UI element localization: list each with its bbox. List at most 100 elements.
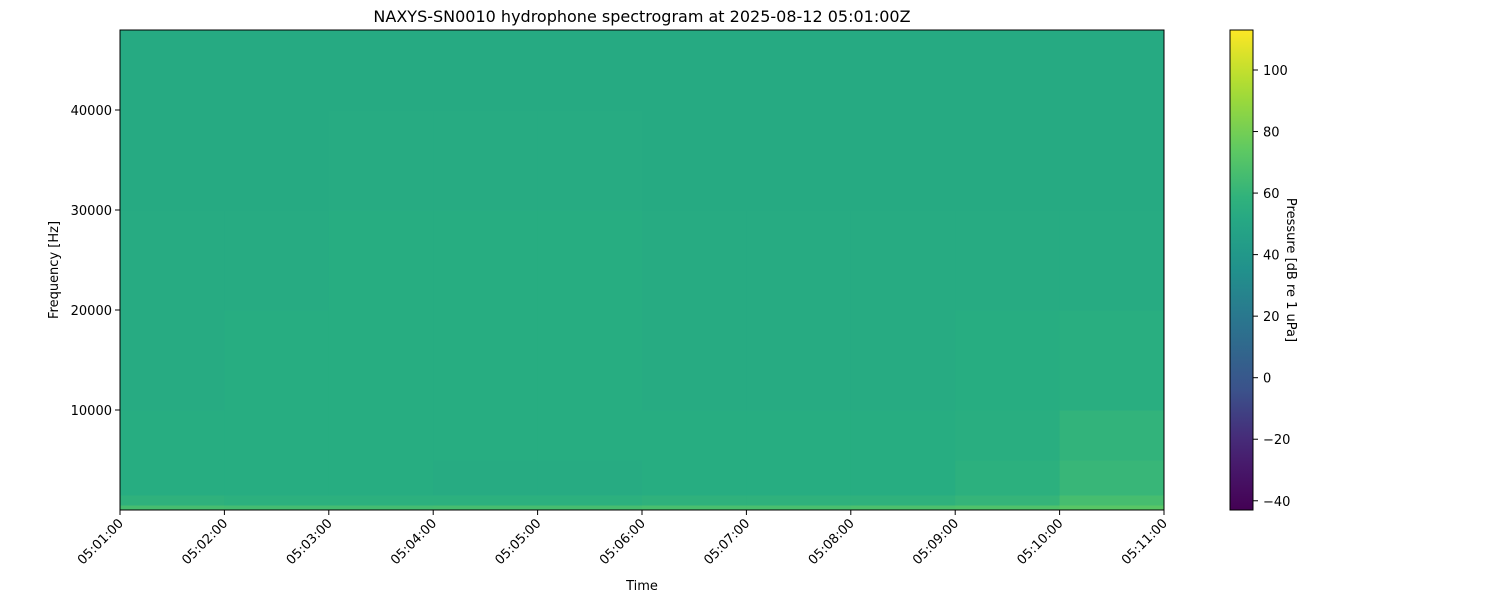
colorbar (1229, 29, 1254, 511)
heatmap-cell (746, 495, 852, 506)
heatmap-cell (120, 210, 225, 311)
heatmap-cell (120, 495, 225, 506)
heatmap-cell (1059, 460, 1165, 496)
colorbar-tick-label: 100 (1263, 64, 1288, 79)
heatmap-cell (642, 495, 747, 506)
x-tick-label: 05:06:00 (597, 516, 649, 568)
heatmap-cell (642, 505, 747, 511)
y-tick-label: 30000 (71, 204, 112, 219)
heatmap-cell (120, 30, 225, 111)
heatmap-cell (537, 30, 643, 111)
heatmap-cell (224, 495, 330, 506)
heatmap-cells (120, 30, 1165, 511)
heatmap-cell (328, 460, 434, 496)
x-tick-label: 05:10:00 (1015, 516, 1067, 568)
heatmap-cell (120, 460, 225, 496)
heatmap-cell (850, 495, 956, 506)
heatmap-cell (433, 110, 539, 211)
chart-title: NAXYS-SN0010 hydrophone spectrogram at 2… (373, 7, 910, 26)
heatmap-cell (433, 30, 539, 111)
colorbar-tick-label: 80 (1263, 126, 1280, 141)
heatmap-cell (1059, 410, 1165, 461)
heatmap-cell (433, 410, 539, 461)
heatmap-cell (955, 310, 1061, 411)
heatmap-cell (537, 460, 643, 496)
x-tick-label: 05:11:00 (1119, 516, 1171, 568)
heatmap-cell (955, 460, 1061, 496)
heatmap-cell (642, 210, 747, 311)
heatmap-cell (224, 210, 330, 311)
y-tick-label: 40000 (71, 104, 112, 119)
x-tick-label: 05:04:00 (388, 516, 440, 568)
heatmap-cell (328, 505, 434, 511)
heatmap-cell (120, 505, 225, 511)
heatmap-cell (120, 410, 225, 461)
heatmap-cell (746, 110, 852, 211)
y-tick-label: 20000 (71, 304, 112, 319)
heatmap-cell (1059, 310, 1165, 411)
heatmap-cell (120, 310, 225, 411)
heatmap-cell (328, 495, 434, 506)
heatmap-cell (328, 310, 434, 411)
x-axis: 05:01:00 05:02:00 05:03:00 05:04:00 05:05:00… (75, 510, 1171, 568)
heatmap-cell (224, 310, 330, 411)
heatmap-cell (955, 505, 1061, 511)
x-tick-label: 05:01:00 (75, 516, 127, 568)
heatmap-cell (746, 410, 852, 461)
heatmap-cell (746, 505, 852, 511)
heatmap-cell (537, 495, 643, 506)
heatmap-cell (746, 310, 852, 411)
x-axis-label: Time (625, 579, 658, 594)
heatmap-cell (433, 460, 539, 496)
colorbar-axis: −40 −20 0 20 40 60 80 100 (1253, 64, 1290, 510)
heatmap-cell (328, 30, 434, 111)
heatmap-cell (433, 210, 539, 311)
x-tick-label: 05:02:00 (179, 516, 231, 568)
colorbar-tick-label: 20 (1263, 310, 1280, 325)
heatmap-cell (1059, 495, 1165, 506)
heatmap-cell (850, 210, 956, 311)
heatmap-cell (955, 110, 1061, 211)
heatmap-cell (433, 495, 539, 506)
y-tick-label: 10000 (71, 404, 112, 419)
heatmap-cell (224, 505, 330, 511)
heatmap-cell (850, 460, 956, 496)
heatmap-cell (955, 495, 1061, 506)
heatmap-cell (120, 110, 225, 211)
colorbar-label: Pressure [dB re 1 uPa] (1283, 198, 1298, 342)
heatmap-cell (746, 210, 852, 311)
heatmap-cell (955, 410, 1061, 461)
colorbar-tick-label: −40 (1263, 495, 1290, 510)
colorbar-tick-label: 40 (1263, 249, 1280, 264)
heatmap-cell (1059, 505, 1165, 511)
heatmap-cell (537, 310, 643, 411)
heatmap-cell (537, 505, 643, 511)
heatmap-cell (850, 310, 956, 411)
heatmap-cell (328, 410, 434, 461)
heatmap-cell (328, 210, 434, 311)
heatmap-cell (224, 110, 330, 211)
heatmap-cell (642, 310, 747, 411)
heatmap-cell (642, 30, 747, 111)
heatmap-cell (746, 460, 852, 496)
heatmap-cell (642, 110, 747, 211)
heatmap-cell (1059, 210, 1165, 311)
heatmap-cell (537, 210, 643, 311)
y-axis: 10000 20000 30000 40000 (71, 104, 120, 419)
heatmap-cell (955, 30, 1061, 111)
heatmap-cell (224, 30, 330, 111)
heatmap-cell (537, 410, 643, 461)
heatmap-cell (224, 460, 330, 496)
x-tick-label: 05:08:00 (806, 516, 858, 568)
heatmap-cell (433, 310, 539, 411)
heatmap-cell (224, 410, 330, 461)
colorbar-tick-label: −20 (1263, 433, 1290, 448)
heatmap-cell (328, 110, 434, 211)
heatmap-cell (537, 110, 643, 211)
colorbar-tick-label: 60 (1263, 187, 1280, 202)
heatmap-cell (850, 410, 956, 461)
colorbar-tick-label: 0 (1263, 372, 1271, 387)
heatmap-cell (1059, 110, 1165, 211)
